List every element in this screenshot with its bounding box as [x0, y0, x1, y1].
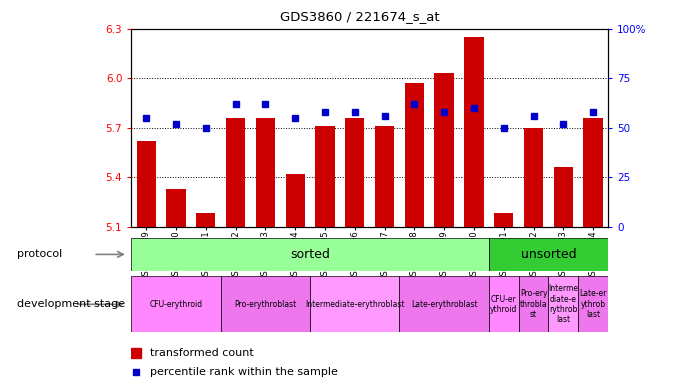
Bar: [310, 276, 399, 332]
Bar: [405, 83, 424, 227]
Text: CFU-erythroid: CFU-erythroid: [149, 300, 202, 309]
Bar: [583, 118, 603, 227]
Bar: [285, 174, 305, 227]
Text: Late-erythroblast: Late-erythroblast: [411, 300, 477, 309]
Text: sorted: sorted: [290, 248, 330, 261]
Bar: [167, 189, 186, 227]
Text: Interme
diate-e
rythrob
last: Interme diate-e rythrob last: [549, 284, 578, 324]
Bar: [494, 214, 513, 227]
Bar: [553, 167, 573, 227]
Bar: [226, 118, 245, 227]
Text: transformed count: transformed count: [151, 348, 254, 358]
Text: GDS3860 / 221674_s_at: GDS3860 / 221674_s_at: [279, 10, 439, 23]
Bar: [435, 73, 454, 227]
Text: Pro-ery
throbla
st: Pro-ery throbla st: [520, 290, 547, 319]
Bar: [489, 238, 608, 271]
Bar: [549, 276, 578, 332]
Text: Pro-erythroblast: Pro-erythroblast: [234, 300, 296, 309]
Text: Late-er
ythrob
last: Late-er ythrob last: [580, 290, 607, 319]
Bar: [489, 276, 519, 332]
Bar: [375, 126, 395, 227]
Bar: [464, 37, 484, 227]
Bar: [137, 141, 156, 227]
Bar: [345, 118, 364, 227]
Text: Intermediate-erythroblast: Intermediate-erythroblast: [305, 300, 404, 309]
Bar: [131, 238, 489, 271]
Bar: [131, 276, 220, 332]
Bar: [524, 127, 543, 227]
Text: protocol: protocol: [17, 249, 62, 260]
Bar: [256, 118, 275, 227]
Text: percentile rank within the sample: percentile rank within the sample: [151, 367, 338, 377]
Bar: [578, 276, 608, 332]
Text: CFU-er
ythroid: CFU-er ythroid: [490, 295, 518, 314]
Text: development stage: development stage: [17, 299, 125, 310]
Bar: [519, 276, 549, 332]
Bar: [315, 126, 334, 227]
Bar: [196, 214, 216, 227]
Text: unsorted: unsorted: [521, 248, 576, 261]
Bar: [220, 276, 310, 332]
Bar: [399, 276, 489, 332]
